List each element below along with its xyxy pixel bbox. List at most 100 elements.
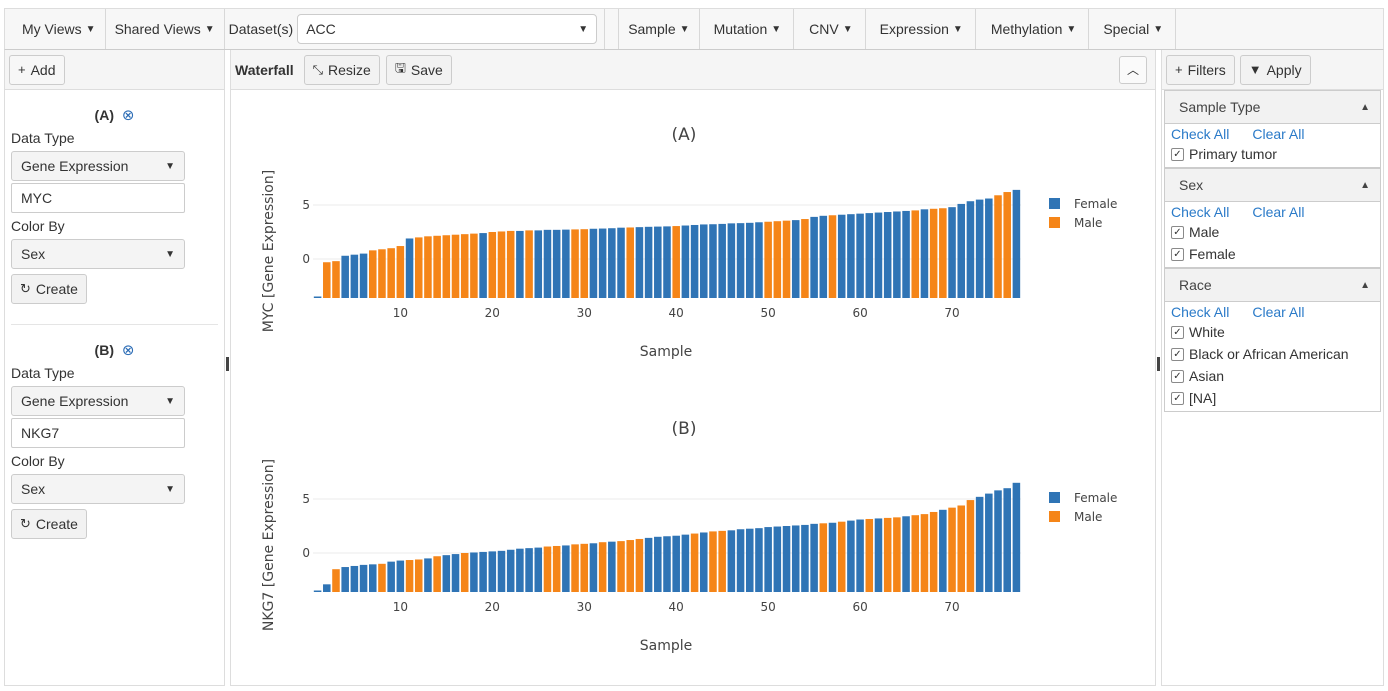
option-label: Primary tumor: [1189, 146, 1277, 162]
bar: [1003, 192, 1011, 298]
triangle-up-icon: ▲: [1360, 279, 1370, 291]
bar: [828, 215, 837, 298]
bar: [552, 545, 561, 592]
add-button[interactable]: + Add: [9, 54, 65, 85]
filter-header[interactable]: Sex ▲: [1165, 168, 1380, 202]
bar: [608, 228, 616, 298]
gene-value: MYC: [21, 190, 53, 206]
filter-option[interactable]: ✓ White: [1171, 321, 1374, 343]
menu-cnv[interactable]: CNV ▼: [794, 9, 866, 49]
filter-option[interactable]: ✓ Black or African American: [1171, 343, 1374, 365]
check-all-link[interactable]: Check All: [1171, 304, 1230, 320]
bar: [939, 509, 947, 592]
bar: [644, 226, 653, 298]
filter-option[interactable]: ✓ Primary tumor: [1171, 143, 1374, 165]
create-button[interactable]: ↻ Create: [11, 509, 87, 539]
bar: [635, 538, 644, 592]
clear-all-link[interactable]: Clear All: [1252, 126, 1305, 142]
right-resize-handle[interactable]: [1157, 357, 1160, 371]
checkbox-checked-icon[interactable]: ✓: [1171, 391, 1184, 405]
bar: [571, 544, 579, 592]
bar: [893, 211, 901, 298]
bar: [424, 236, 432, 298]
filter-option[interactable]: ✓ [NA]: [1171, 387, 1374, 409]
gene-value: NKG7: [21, 425, 60, 441]
filter-body: Check All Clear All ✓ Male ✓ Female: [1165, 202, 1380, 267]
gene-input[interactable]: MYC: [11, 183, 185, 213]
bar: [414, 237, 423, 298]
menu-sample[interactable]: Sample ▼: [618, 9, 700, 49]
left-toolbar: + Add: [5, 50, 224, 90]
checkbox-checked-icon[interactable]: ✓: [1171, 225, 1184, 239]
x-tick-label: 50: [761, 600, 776, 614]
bar: [313, 590, 322, 592]
bar: [975, 496, 984, 592]
filter-header[interactable]: Race ▲: [1165, 268, 1380, 302]
bar: [516, 230, 524, 298]
checkbox-checked-icon[interactable]: ✓: [1171, 147, 1184, 161]
caret-down-icon: ▼: [771, 23, 782, 35]
color-by-select[interactable]: Sex ▼: [11, 474, 185, 504]
filter-option[interactable]: ✓ Female: [1171, 243, 1374, 265]
bar: [856, 213, 864, 298]
checkbox-checked-icon[interactable]: ✓: [1171, 369, 1184, 383]
bar: [985, 493, 993, 592]
bar: [525, 548, 533, 592]
caret-down-icon: ▼: [165, 160, 175, 172]
filters-toolbar: + Filters ▼ Apply: [1162, 50, 1383, 90]
checkbox-checked-icon[interactable]: ✓: [1171, 247, 1184, 261]
apply-button[interactable]: ▼ Apply: [1239, 54, 1311, 85]
y-axis-label: MYC [Gene Expression]: [261, 170, 277, 332]
bar: [359, 253, 368, 298]
data-type-select[interactable]: Gene Expression ▼: [11, 151, 185, 181]
bar: [350, 254, 359, 298]
plot-card-a: (A) ⊗ Data Type Gene Expression ▼ MYC Co…: [5, 103, 224, 325]
clear-all-link[interactable]: Clear All: [1252, 304, 1305, 320]
bar: [506, 549, 515, 592]
menu-special[interactable]: Special ▼: [1089, 9, 1177, 49]
y-tick-label: 5: [302, 198, 310, 212]
check-all-link[interactable]: Check All: [1171, 204, 1230, 220]
bar: [617, 541, 625, 592]
create-label: Create: [35, 516, 78, 532]
card-title: (B) ⊗: [11, 338, 218, 362]
menu-methylation[interactable]: Methylation ▼: [976, 9, 1090, 49]
create-button[interactable]: ↻ Create: [11, 274, 87, 304]
remove-circle-icon[interactable]: ⊗: [121, 107, 135, 124]
filter-option[interactable]: ✓ Male: [1171, 221, 1374, 243]
legend-label: Male: [1074, 510, 1102, 524]
color-by-select[interactable]: Sex ▼: [11, 239, 185, 269]
gene-input[interactable]: NKG7: [11, 418, 185, 448]
remove-circle-icon[interactable]: ⊗: [121, 342, 135, 359]
filter-header[interactable]: Sample Type ▲: [1165, 90, 1380, 124]
bar: [810, 523, 818, 592]
resize-button[interactable]: ⤡ Resize: [303, 54, 380, 85]
filter-option[interactable]: ✓ Asian: [1171, 365, 1374, 387]
bar: [700, 224, 708, 298]
bar: [994, 490, 1002, 592]
bar: [837, 521, 846, 592]
menu-expression[interactable]: Expression ▼: [866, 9, 976, 49]
x-tick-label: 30: [577, 306, 592, 320]
check-all-link[interactable]: Check All: [1171, 126, 1230, 142]
data-type-select[interactable]: Gene Expression ▼: [11, 386, 185, 416]
clear-all-link[interactable]: Clear All: [1252, 204, 1305, 220]
shared-views-menu[interactable]: Shared Views ▼: [106, 9, 225, 49]
bar: [396, 246, 405, 298]
chevron-up-icon: ︿: [1126, 63, 1139, 77]
my-views-menu[interactable]: My Views ▼: [5, 9, 106, 49]
filter-body: Check All Clear All ✓ Primary tumor: [1165, 124, 1380, 167]
collapse-button[interactable]: ︿: [1119, 55, 1147, 84]
save-icon: 🖫: [394, 59, 406, 75]
plus-icon: +: [18, 62, 26, 77]
bar: [460, 553, 469, 592]
save-button[interactable]: 🖫 Save: [385, 54, 452, 85]
bar: [745, 528, 754, 592]
checkbox-checked-icon[interactable]: ✓: [1171, 325, 1184, 339]
checkbox-checked-icon[interactable]: ✓: [1171, 347, 1184, 361]
bar: [433, 556, 441, 592]
menu-mutation[interactable]: Mutation ▼: [700, 9, 795, 49]
left-resize-handle[interactable]: [226, 357, 229, 371]
dataset-select[interactable]: ACC ▼: [297, 14, 598, 44]
filters-button[interactable]: + Filters: [1166, 54, 1235, 85]
